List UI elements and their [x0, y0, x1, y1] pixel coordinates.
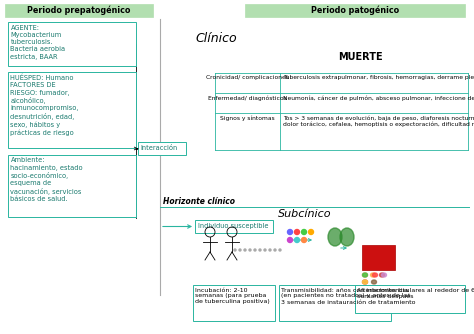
FancyBboxPatch shape [138, 142, 186, 155]
Circle shape [301, 237, 307, 242]
FancyBboxPatch shape [195, 220, 273, 233]
Text: Interacción: Interacción [140, 145, 178, 151]
Circle shape [239, 249, 241, 251]
Ellipse shape [382, 273, 386, 277]
FancyBboxPatch shape [8, 22, 136, 66]
Text: Signos y síntomas: Signos y síntomas [220, 116, 275, 121]
FancyBboxPatch shape [193, 285, 275, 321]
FancyBboxPatch shape [8, 155, 136, 217]
Text: HUÉSPED: Humano
FACTORES DE
RIESGO: fumador,
alcohólico,
inmunocompromiso,
desnu: HUÉSPED: Humano FACTORES DE RIESGO: fuma… [10, 74, 79, 136]
Text: Periodo patogénico: Periodo patogénico [311, 6, 399, 15]
Circle shape [264, 249, 266, 251]
Text: Ambiente:
hacinamiento, estado
socio-económico,
esquema de
vacunación, servicios: Ambiente: hacinamiento, estado socio-eco… [10, 158, 83, 202]
FancyBboxPatch shape [245, 4, 465, 17]
Text: Cronicidad/ complicaciones: Cronicidad/ complicaciones [206, 75, 289, 80]
Circle shape [234, 249, 236, 251]
Circle shape [294, 237, 300, 242]
FancyBboxPatch shape [355, 285, 465, 313]
Ellipse shape [363, 280, 367, 284]
Circle shape [269, 249, 271, 251]
Text: Horizonte clínico: Horizonte clínico [163, 197, 235, 206]
Ellipse shape [340, 228, 354, 246]
Text: Periodo prepatogénico: Periodo prepatogénico [27, 6, 131, 15]
Circle shape [288, 229, 292, 234]
Ellipse shape [363, 280, 367, 284]
Circle shape [301, 229, 307, 234]
Text: Individuo susceptible: Individuo susceptible [198, 223, 268, 229]
FancyBboxPatch shape [362, 245, 395, 270]
Circle shape [274, 249, 276, 251]
Ellipse shape [380, 273, 384, 277]
Ellipse shape [371, 273, 375, 277]
Text: Tos > 3 semanas de evolución, baja de peso, diaforesis nocturna, fatiga, escalof: Tos > 3 semanas de evolución, baja de pe… [283, 116, 474, 127]
FancyBboxPatch shape [279, 285, 391, 321]
Circle shape [288, 237, 292, 242]
Text: Transmisibilidad: años con intermitencia
(en pacientes no tratados) y antes de l: Transmisibilidad: años con intermitencia… [282, 288, 416, 305]
Circle shape [309, 229, 313, 234]
FancyBboxPatch shape [5, 4, 153, 17]
Circle shape [244, 249, 246, 251]
Text: Enfermedad/ diagnósticos: Enfermedad/ diagnósticos [208, 96, 287, 101]
Ellipse shape [363, 273, 367, 277]
FancyBboxPatch shape [8, 72, 136, 148]
Ellipse shape [363, 273, 367, 277]
Circle shape [294, 229, 300, 234]
Circle shape [254, 249, 256, 251]
Circle shape [249, 249, 251, 251]
Text: Incubación: 2-10
semanas (para prueba
de tuberculina positiva): Incubación: 2-10 semanas (para prueba de… [195, 288, 270, 305]
Ellipse shape [328, 228, 342, 246]
Circle shape [279, 249, 281, 251]
Text: Alteraciones tisulares al rededor de 6
semanas después: Alteraciones tisulares al rededor de 6 s… [357, 288, 474, 299]
Ellipse shape [373, 273, 377, 277]
Text: Clínico: Clínico [195, 32, 237, 45]
Text: Subcínico: Subcínico [278, 209, 332, 219]
Circle shape [259, 249, 261, 251]
Text: MUERTE: MUERTE [337, 52, 383, 62]
Text: Tuberculosis extrapulmonar, fibrosis, hemorragias, derrame pleural, atelectasia: Tuberculosis extrapulmonar, fibrosis, he… [283, 75, 474, 80]
Ellipse shape [372, 280, 376, 284]
Text: AGENTE:
Mycobacterium
tuberculosis.
Bacteria aerobia
estricta, BAAR: AGENTE: Mycobacterium tuberculosis. Bact… [10, 24, 65, 59]
Text: Neumonía, cáncer de pulmón, absceso pulmonar, infeccione de vía aérea superior: Neumonía, cáncer de pulmón, absceso pulm… [283, 96, 474, 101]
